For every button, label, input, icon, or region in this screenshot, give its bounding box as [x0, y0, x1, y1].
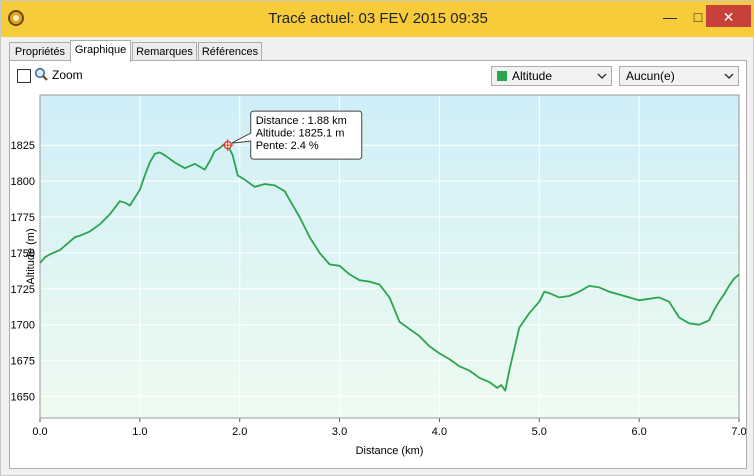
x-tick-label: 0.0 [32, 426, 47, 438]
secondary-dropdown-value: Aucun(e) [626, 69, 675, 83]
tooltip-line: Distance : 1.88 km [256, 115, 347, 127]
zoom-label: Zoom [52, 68, 83, 82]
x-axis-label: Distance (km) [356, 445, 424, 457]
tooltip-box [231, 110, 363, 160]
tab-graphique[interactable]: Graphique [70, 40, 131, 62]
y-tick-label: 1825 [11, 140, 35, 152]
y-tick-label: 1775 [11, 212, 35, 224]
y-tick-label: 1750 [11, 248, 35, 260]
title-bar[interactable]: Tracé actuel: 03 FEV 2015 09:35 — □ ✕ [1, 1, 754, 37]
x-tick-label: 3.0 [332, 426, 347, 438]
x-tick-label: 7.0 [731, 426, 746, 438]
secondary-dropdown[interactable]: Aucun(e) [619, 66, 739, 86]
altitude-chart: 1650 1675 1700 1725 1750 1775 1800 1825 0.0 1.0 2.… [11, 94, 746, 457]
x-tick-label: 2.0 [232, 426, 247, 438]
window-title: Tracé actuel: 03 FEV 2015 09:35 [268, 10, 488, 27]
y-axis-label: Altitude (m) [25, 228, 37, 284]
plot-border [39, 94, 740, 419]
tooltip-line: Altitude: 1825.1 m [256, 128, 345, 140]
x-tick-label: 4.0 [432, 426, 447, 438]
y-tick-label: 1650 [11, 391, 35, 403]
y-tick-label: 1675 [11, 356, 35, 368]
altitude-series-line [39, 142, 740, 392]
tab-proprietes[interactable]: Propriétés [9, 42, 71, 61]
maximize-button[interactable]: □ [693, 9, 703, 25]
tab-remarques[interactable]: Remarques [132, 42, 197, 61]
x-tick-label: 6.0 [631, 426, 646, 438]
series-dropdown-value: Altitude [512, 69, 553, 83]
x-tick-label: 5.0 [532, 426, 547, 438]
chevron-down-icon [597, 73, 607, 79]
y-tick-label: 1800 [11, 176, 35, 188]
x-tick-label: 1.0 [132, 426, 147, 438]
chevron-down-icon [724, 73, 734, 79]
graph-panel: Zoom Altitude Aucun(e) 1650 1675 1700 1725 1… [9, 60, 747, 469]
magnifier-icon [34, 67, 48, 81]
tooltip-line: Pente: 2.4 % [256, 140, 319, 152]
tab-references[interactable]: Références [198, 42, 262, 61]
y-tick-label: 1725 [11, 284, 35, 296]
y-tick-label: 1700 [11, 320, 35, 332]
gps-app-icon[interactable] [8, 10, 24, 26]
minimize-button[interactable]: — [663, 9, 677, 25]
close-button[interactable]: ✕ [706, 5, 751, 27]
plot-background [40, 95, 739, 418]
series-dropdown[interactable]: Altitude [491, 66, 612, 86]
series-color-swatch [497, 71, 507, 81]
zoom-checkbox[interactable] [17, 69, 31, 83]
